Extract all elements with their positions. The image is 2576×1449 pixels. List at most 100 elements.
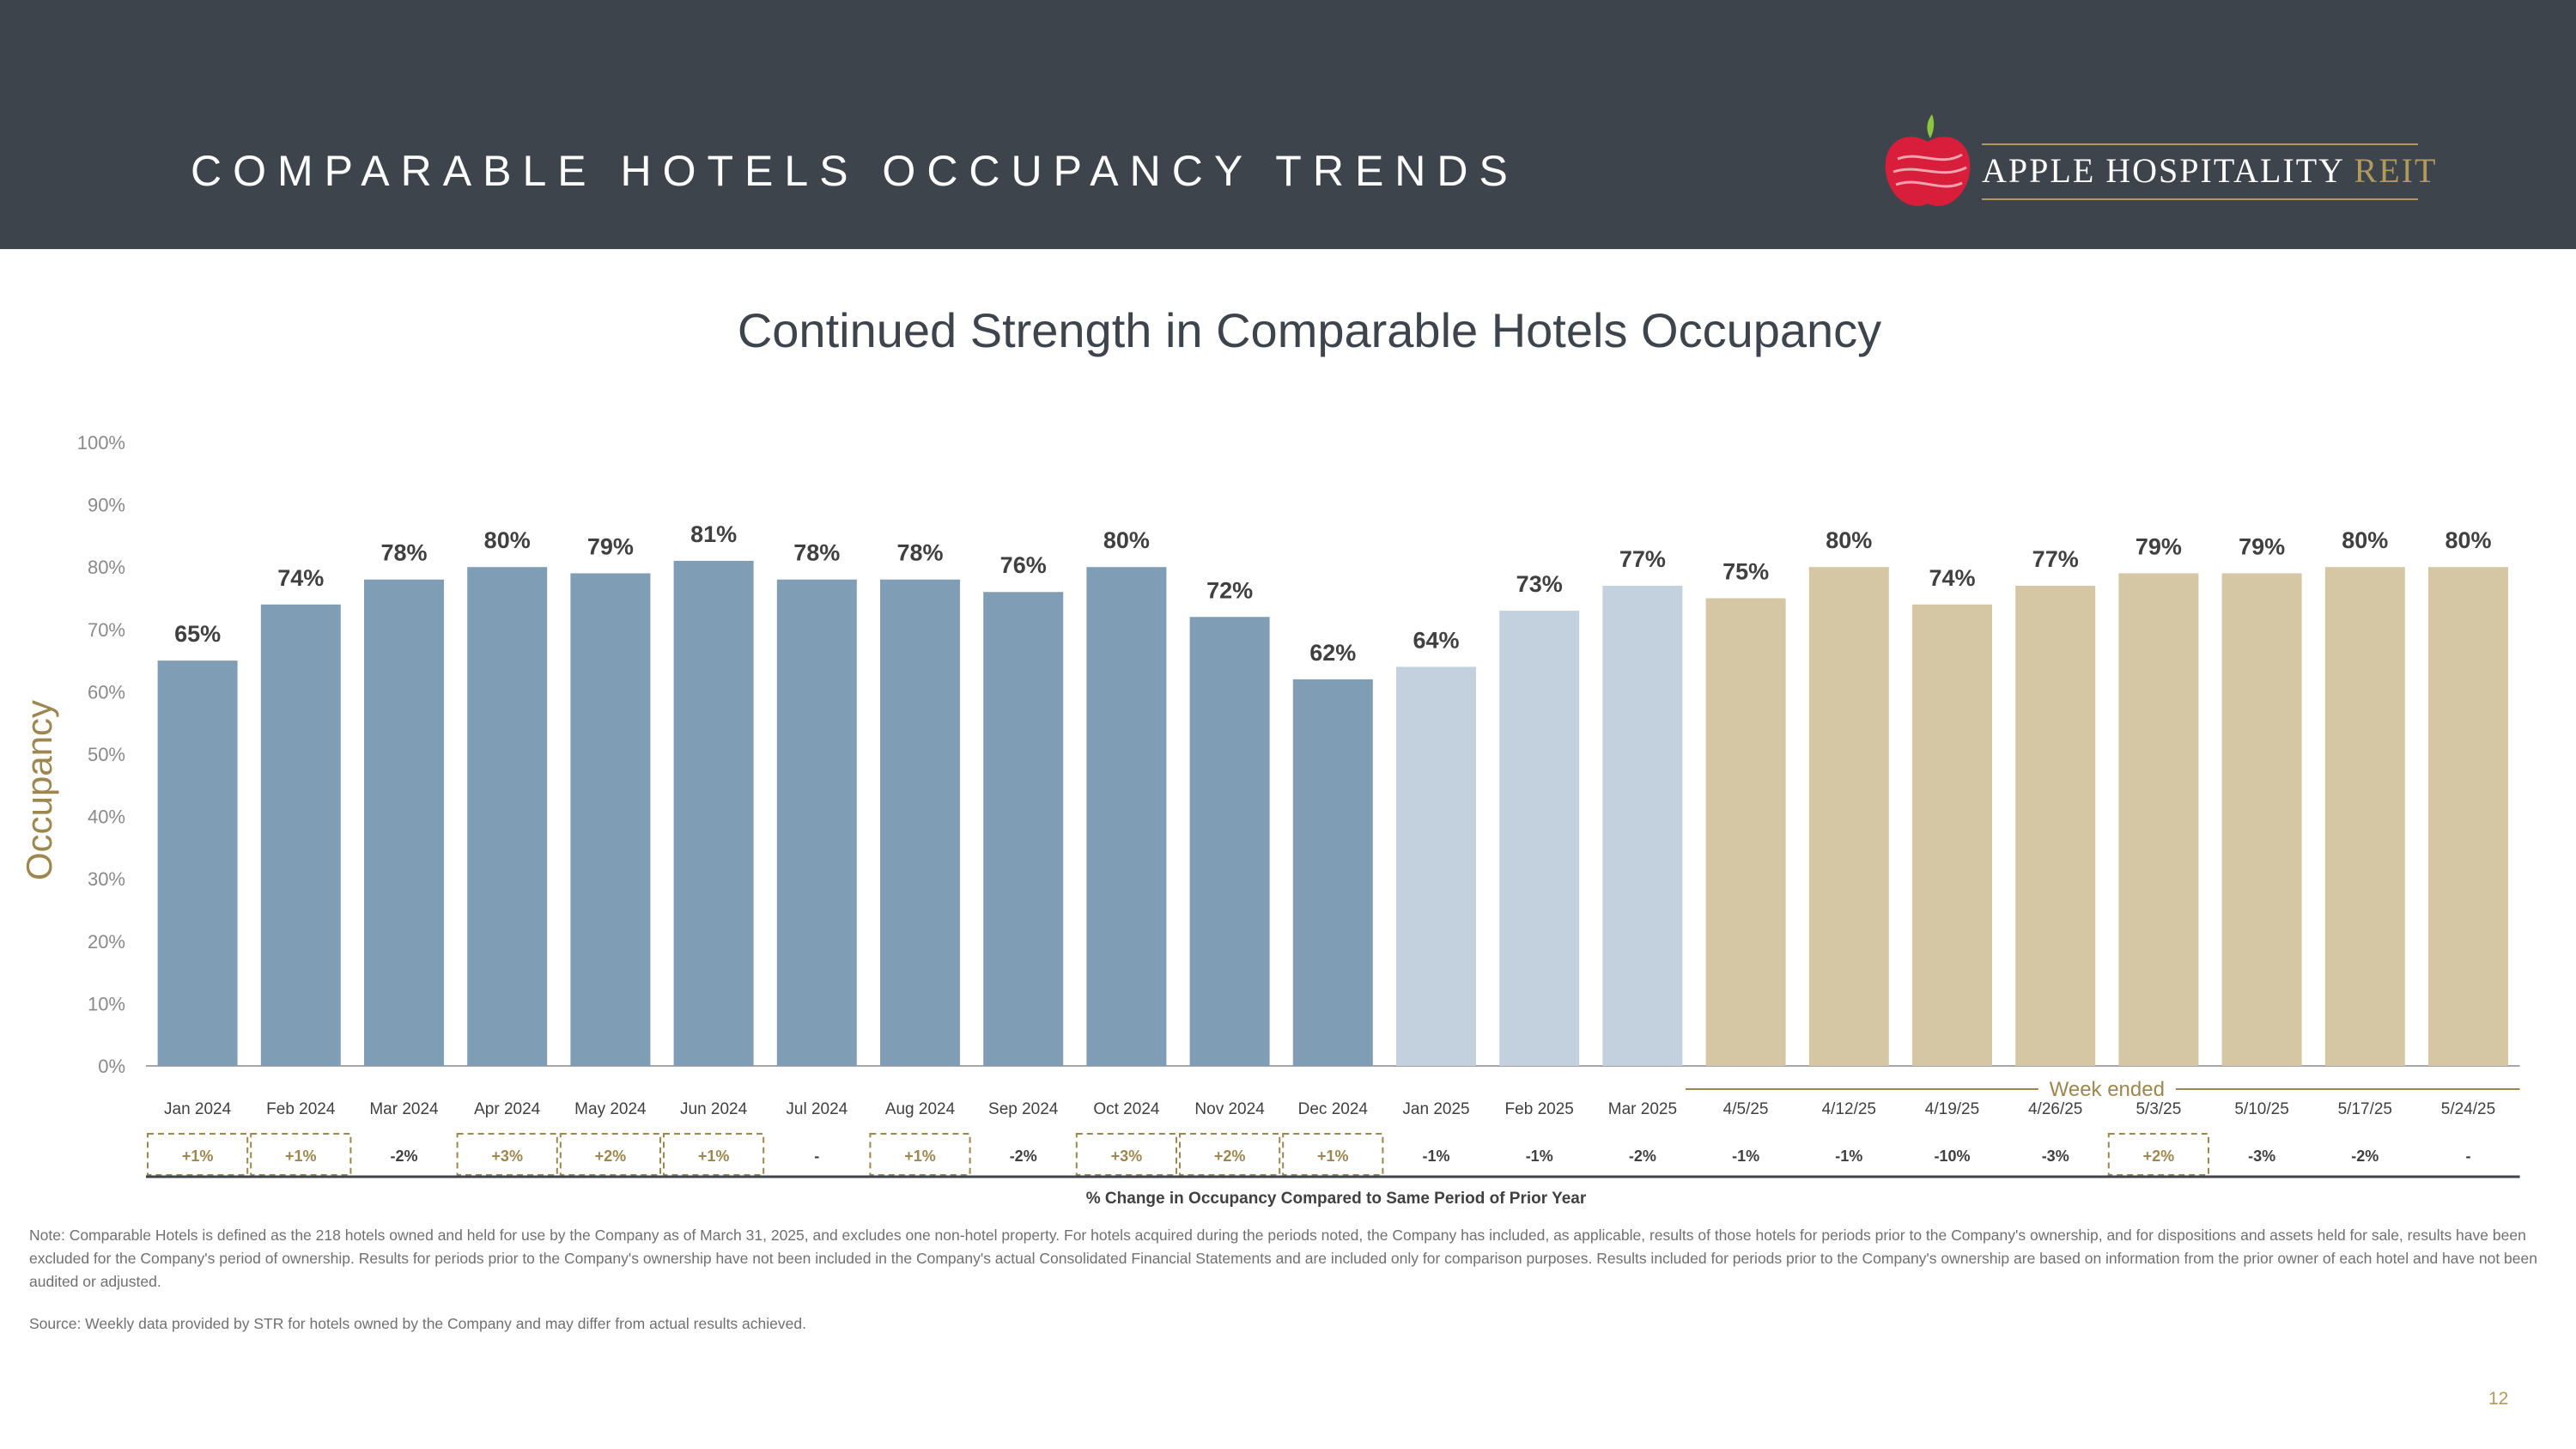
bar (1602, 585, 1683, 1066)
change-label: -1% (1732, 1148, 1759, 1165)
x-tick-label: 4/12/25 (1822, 1100, 1876, 1118)
data-label: 73% (1516, 571, 1563, 597)
slide-title: COMPARABLE HOTELS OCCUPANCY TRENDS (191, 147, 1519, 195)
change-label: -1% (1422, 1148, 1449, 1165)
x-tick-label: Aug 2024 (885, 1100, 956, 1118)
logo-wordmark: APPLE HOSPITALITY REIT (1982, 150, 2437, 191)
x-tick-label: Jan 2024 (164, 1100, 232, 1118)
change-label: - (2466, 1148, 2471, 1165)
x-tick-label: 5/17/25 (2338, 1100, 2392, 1118)
bar (880, 579, 960, 1066)
data-label: 79% (2239, 533, 2285, 559)
data-label: 74% (277, 565, 324, 591)
x-tick-label: Nov 2024 (1194, 1100, 1265, 1118)
x-tick-label: 5/24/25 (2441, 1100, 2495, 1118)
data-label: 80% (484, 527, 531, 553)
positive-change-box (1075, 1133, 1178, 1176)
source-note: Source: Weekly data provided by STR for … (29, 1315, 806, 1332)
week-ended-label: Week ended (2050, 1078, 2165, 1101)
change-label: -10% (1934, 1148, 1970, 1165)
change-label: -2% (1010, 1148, 1037, 1165)
change-label: -1% (1835, 1148, 1862, 1165)
data-label: 74% (1929, 565, 1975, 591)
bar (983, 592, 1064, 1066)
change-label: +1% (698, 1148, 730, 1165)
positive-change-box (663, 1133, 765, 1176)
positive-change-box (2107, 1133, 2210, 1176)
x-tick-label: Sep 2024 (988, 1100, 1059, 1118)
bar (467, 567, 548, 1066)
logo-accent-text: REIT (2354, 151, 2438, 190)
data-label: 81% (690, 521, 737, 547)
x-tick-label: May 2024 (574, 1100, 647, 1118)
data-label: 78% (793, 540, 840, 566)
y-tick-label: 60% (88, 681, 125, 703)
x-axis-label: % Change in Occupancy Compared to Same P… (1086, 1190, 1587, 1208)
x-tick-label: Feb 2024 (266, 1100, 336, 1118)
x-tick-label: Oct 2024 (1093, 1100, 1160, 1118)
bar (673, 560, 754, 1066)
apple-logo-icon (1885, 114, 1971, 206)
y-tick-label: 70% (88, 619, 125, 641)
y-tick-label: 50% (88, 744, 125, 765)
change-label: +1% (182, 1148, 214, 1165)
change-label: -3% (2248, 1148, 2275, 1165)
change-label: -2% (1629, 1148, 1656, 1165)
bar (1086, 567, 1167, 1066)
x-tick-label: Mar 2025 (1608, 1100, 1677, 1118)
change-label: +3% (491, 1148, 523, 1165)
header-band: COMPARABLE HOTELS OCCUPANCY TRENDS APPLE… (0, 0, 2576, 249)
bar (2221, 573, 2302, 1066)
data-label: 76% (1000, 552, 1047, 578)
bar (260, 604, 341, 1066)
data-label: 77% (1619, 546, 1666, 572)
positive-change-box (1282, 1133, 1384, 1176)
bar (364, 579, 444, 1066)
change-label: +2% (1214, 1148, 1246, 1165)
x-tick-label: Feb 2025 (1505, 1100, 1574, 1118)
x-tick-label: Apr 2024 (474, 1100, 541, 1118)
bar (2324, 567, 2405, 1066)
bar (776, 579, 857, 1066)
data-label: 62% (1309, 640, 1356, 666)
data-label: 75% (1722, 559, 1769, 585)
logo-main-text: APPLE HOSPITALITY (1982, 151, 2344, 190)
footnote: Note: Comparable Hotels is defined as th… (29, 1227, 2537, 1290)
x-tick-label: 5/3/25 (2136, 1100, 2181, 1118)
change-label: +1% (285, 1148, 317, 1165)
y-tick-label: 20% (88, 931, 125, 953)
change-label: - (814, 1148, 819, 1165)
change-label: +1% (1317, 1148, 1349, 1165)
company-logo: APPLE HOSPITALITY REIT (1880, 107, 2435, 219)
positive-change-box (250, 1133, 352, 1176)
x-tick-label: Jan 2025 (1402, 1100, 1469, 1118)
y-axis-label: Occupancy (19, 700, 59, 880)
data-label: 72% (1206, 577, 1253, 603)
change-label: -2% (2351, 1148, 2379, 1165)
data-label: 80% (1103, 527, 1150, 553)
bar (1808, 567, 1889, 1066)
positive-change-box (869, 1133, 971, 1176)
x-tick-label: Mar 2024 (369, 1100, 439, 1118)
data-label: 80% (2445, 527, 2491, 553)
x-tick-label: 5/10/25 (2234, 1100, 2288, 1118)
bar (1912, 604, 1992, 1066)
bar (2015, 585, 2096, 1066)
change-label: +2% (595, 1148, 627, 1165)
y-tick-label: 40% (88, 807, 125, 828)
x-tick-label: 4/5/25 (1723, 1100, 1769, 1118)
data-label: 79% (2136, 533, 2182, 559)
change-label: -3% (2042, 1148, 2069, 1165)
y-tick-label: 100% (77, 432, 125, 454)
page-number: 12 (2488, 1389, 2509, 1409)
x-tick-label: 4/19/25 (1925, 1100, 1979, 1118)
positive-change-box (147, 1133, 249, 1176)
data-label: 80% (2342, 527, 2388, 553)
y-tick-label: 90% (88, 495, 125, 516)
x-tick-label: Dec 2024 (1298, 1100, 1369, 1118)
change-label: +2% (2143, 1148, 2175, 1165)
bar (1292, 679, 1373, 1066)
bar (2118, 573, 2199, 1066)
change-label: -1% (1526, 1148, 1553, 1165)
bar (1396, 667, 1476, 1066)
